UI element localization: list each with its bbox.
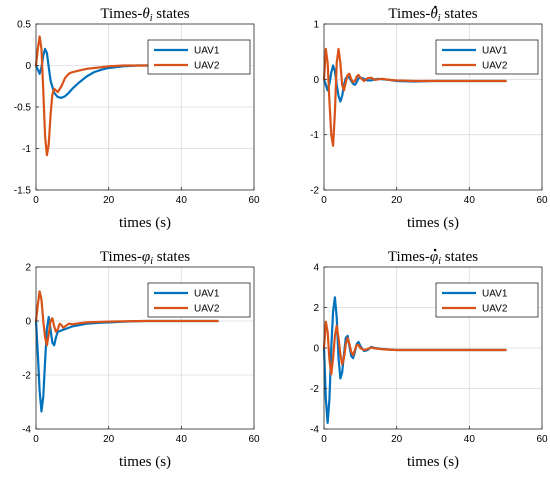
x-tick-label: 20 xyxy=(103,195,115,206)
title-subscript: i xyxy=(438,256,441,267)
y-tick-label: 0 xyxy=(25,317,31,328)
legend-label-uav1: UAV1 xyxy=(194,46,220,57)
title-symbol: φ xyxy=(430,249,438,265)
x-axis-label: times (s) xyxy=(119,215,171,231)
x-axis-label: times (s) xyxy=(119,454,171,470)
x-tick-label: 60 xyxy=(536,434,548,445)
axes-box xyxy=(323,23,543,191)
title-suffix: states xyxy=(441,249,478,265)
series-line-uav2 xyxy=(322,47,507,147)
y-tick-label: -1 xyxy=(22,144,31,155)
title-prefix: Times- xyxy=(100,6,142,22)
legend: UAV1 UAV2 xyxy=(435,39,539,75)
series-line-uav2 xyxy=(322,320,507,376)
chart-title: Times-θi states xyxy=(100,6,189,24)
subplot-3: 0 20 40 60 -4 -2 0 2 Times-φi states times (s) UAV… xyxy=(22,249,260,470)
title-symbol: φ xyxy=(142,249,150,265)
y-tick-label: -2 xyxy=(22,371,31,382)
y-tick-label: 2 xyxy=(25,263,31,274)
subplot-1: 0 20 40 60 -1.5 -1 -0.5 0 0.5 Times-θi states time… xyxy=(14,6,260,231)
title-prefix: Times- xyxy=(100,249,142,265)
series-line-uav2 xyxy=(34,35,219,157)
title-symbol: θ xyxy=(142,6,150,22)
x-tick-label: 20 xyxy=(391,195,403,206)
title-suffix: states xyxy=(153,249,190,265)
title-symbol: θ xyxy=(430,6,438,22)
subplot-2: 0 20 40 60 -2 -1 0 1 Times-θi states times (s) UAV… xyxy=(310,5,548,231)
x-tick-label: 60 xyxy=(536,195,548,206)
y-tick-label: -4 xyxy=(22,425,31,436)
x-axis-label: times (s) xyxy=(407,215,459,231)
legend-box xyxy=(435,282,539,318)
legend: UAV1 UAV2 xyxy=(147,39,251,75)
derivative-dot xyxy=(433,248,437,252)
legend-label-uav2: UAV2 xyxy=(194,304,220,315)
y-tick-label: -0.5 xyxy=(14,103,32,114)
y-tick-label: -2 xyxy=(310,186,319,197)
y-tick-label: 0 xyxy=(25,61,31,72)
title-subscript: i xyxy=(150,256,153,267)
y-tick-label: -1.5 xyxy=(14,186,32,197)
legend: UAV1 UAV2 xyxy=(147,282,251,318)
x-tick-label: 20 xyxy=(103,434,115,445)
x-tick-label: 40 xyxy=(464,195,476,206)
derivative-dot xyxy=(434,5,437,9)
x-tick-label: 40 xyxy=(176,434,188,445)
title-suffix: states xyxy=(153,6,190,22)
x-tick-label: 0 xyxy=(321,434,327,445)
y-tick-label: -4 xyxy=(310,425,319,436)
legend-label-uav1: UAV1 xyxy=(482,289,508,300)
legend-box xyxy=(435,39,539,75)
x-tick-label: 40 xyxy=(176,195,188,206)
series-line-uav2 xyxy=(34,290,219,347)
chart-title: Times-θi states xyxy=(388,6,477,24)
y-tick-label: 0 xyxy=(313,344,319,355)
x-axis-label: times (s) xyxy=(407,454,459,470)
x-tick-label: 0 xyxy=(321,195,327,206)
x-tick-label: 60 xyxy=(248,434,260,445)
y-tick-label: 2 xyxy=(313,303,319,314)
x-tick-label: 60 xyxy=(248,195,260,206)
chart-title: Times-φi states xyxy=(388,249,478,267)
legend-label-uav1: UAV1 xyxy=(194,289,220,300)
y-tick-label: 0 xyxy=(313,75,319,86)
y-tick-label: 1 xyxy=(313,20,319,31)
y-tick-label: -1 xyxy=(310,130,319,141)
title-prefix: Times- xyxy=(388,249,430,265)
y-tick-label: 0.5 xyxy=(17,20,31,31)
title-prefix: Times- xyxy=(388,6,430,22)
legend-box xyxy=(147,282,251,318)
x-tick-label: 0 xyxy=(33,434,39,445)
axes-box xyxy=(35,266,255,430)
legend-label-uav2: UAV2 xyxy=(482,304,508,315)
x-tick-label: 20 xyxy=(391,434,403,445)
y-tick-label: 4 xyxy=(313,263,319,274)
legend-label-uav2: UAV2 xyxy=(482,61,508,72)
y-tick-label: -2 xyxy=(310,384,319,395)
x-tick-label: 0 xyxy=(33,195,39,206)
title-subscript: i xyxy=(150,13,153,24)
chart-title: Times-φi states xyxy=(100,249,190,267)
x-tick-label: 40 xyxy=(464,434,476,445)
legend-label-uav1: UAV1 xyxy=(482,46,508,57)
legend-label-uav2: UAV2 xyxy=(194,61,220,72)
title-suffix: states xyxy=(441,6,478,22)
legend: UAV1 UAV2 xyxy=(435,282,539,318)
title-subscript: i xyxy=(438,13,441,24)
subplot-4: 0 20 40 60 -4 -2 0 2 4 Times-φi states times (s) UA… xyxy=(310,248,548,470)
legend-box xyxy=(147,39,251,75)
